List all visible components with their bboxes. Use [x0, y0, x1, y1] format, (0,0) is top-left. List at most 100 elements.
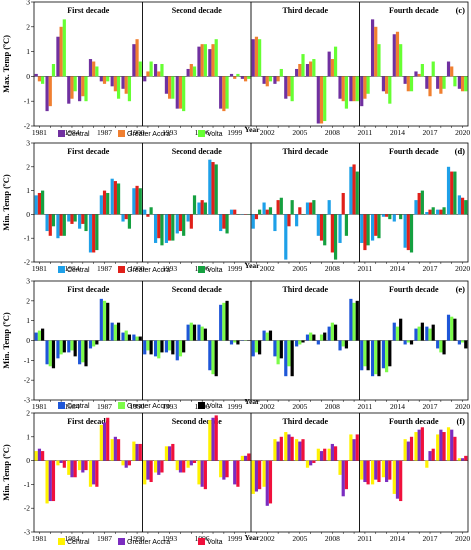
bar-volta-1992: [160, 64, 164, 77]
bar-central-1993: [164, 76, 169, 94]
x-tick-label: 2014: [390, 128, 405, 137]
x-tick-label: 2020: [455, 534, 470, 543]
bar-greater-accra-1988: [113, 76, 117, 92]
bar-central-2014: [392, 214, 396, 222]
bar-greater-accra-2017: [428, 209, 432, 215]
bar-greater-accra-1993: [168, 340, 172, 351]
x-tick-label: 1981: [32, 128, 47, 137]
bar-volta-2014: [399, 318, 403, 341]
bar-central-2011: [360, 340, 364, 371]
bar-greater-accra-2015: [406, 76, 410, 92]
y-tick-label: -2: [24, 258, 30, 267]
legend-swatch-volta: [198, 402, 205, 409]
bar-greater-accra-2016: [417, 73, 421, 77]
bar-volta-2020: [464, 76, 468, 92]
bar-central-2014: [392, 34, 396, 77]
bar-central-1986: [88, 214, 93, 253]
x-tick-label: 2011: [358, 402, 373, 411]
bar-greater-accra-2014: [395, 460, 400, 499]
bar-greater-accra-1989: [124, 76, 128, 94]
bar-greater-accra-2018: [439, 209, 443, 215]
bar-central-2018: [436, 434, 440, 461]
bar-greater-accra-2003: [276, 441, 280, 461]
legend-label: Greater Accra: [127, 539, 170, 546]
bar-central-2006: [305, 334, 310, 341]
bar-greater-accra-2016: [417, 429, 421, 461]
bar-volta-2008: [333, 446, 338, 461]
bar-volta-2001: [258, 460, 262, 490]
bar-central-1982: [45, 340, 49, 365]
bar-greater-accra-1992: [157, 340, 161, 359]
bar-volta-2019: [453, 436, 457, 461]
bar-greater-accra-2008: [330, 322, 334, 341]
bar-greater-accra-2006: [309, 202, 313, 215]
bar-volta-1994: [182, 76, 186, 112]
bar-central-1994: [175, 214, 179, 234]
legend-label: Central: [67, 403, 90, 410]
y-tick-label: -2: [24, 122, 30, 131]
x-tick-label: 1999: [227, 128, 242, 137]
bar-greater-accra-1989: [124, 330, 128, 341]
bar-central-1997: [208, 420, 212, 461]
bar-volta-2007: [323, 214, 327, 246]
bar-volta-1987: [106, 76, 110, 82]
legend-label: Volta: [207, 539, 223, 546]
bar-central-2016: [414, 71, 418, 77]
bar-volta-2002: [268, 460, 273, 504]
decade-label-bg: [382, 146, 445, 157]
decade-label: First decade: [67, 6, 109, 15]
x-tick-label: 2011: [358, 534, 373, 543]
bar-greater-accra-1993: [168, 214, 172, 241]
x-tick-label: 1993: [162, 128, 177, 137]
bar-central-2018: [436, 340, 440, 349]
y-tick-label: 1: [26, 432, 30, 441]
bar-volta-1987: [106, 192, 110, 215]
x-tick-label: 1993: [162, 264, 177, 273]
x-tick-label: 1993: [162, 534, 177, 543]
bar-volta-1991: [149, 460, 153, 483]
x-tick-label: 2002: [260, 128, 275, 137]
bar-greater-accra-1981: [37, 192, 42, 215]
bar-greater-accra-1983: [59, 26, 63, 77]
bar-central-2006: [305, 64, 310, 77]
y-tick-label: 1: [26, 186, 30, 195]
bar-greater-accra-2002: [265, 460, 269, 506]
legend-label: Volta: [207, 403, 223, 410]
bar-central-2018: [436, 76, 440, 89]
bar-central-1992: [153, 460, 158, 473]
panel-label: (d): [455, 146, 466, 156]
bar-central-2006: [305, 202, 310, 215]
bar-central-2018: [436, 209, 440, 215]
bar-volta-1988: [116, 322, 121, 341]
bar-central-1998: [219, 214, 223, 232]
bar-greater-accra-2005: [298, 340, 302, 345]
x-tick-label: 2014: [390, 402, 405, 411]
bar-greater-accra-2015: [406, 214, 410, 251]
legend-swatch-volta: [198, 538, 205, 545]
bar-greater-accra-1994: [178, 460, 183, 473]
x-tick-label: 2014: [390, 264, 405, 273]
bar-central-1992: [153, 340, 158, 357]
bar-greater-accra-1990: [135, 39, 139, 77]
bar-central-2000: [240, 455, 244, 461]
bar-volta-1993: [171, 340, 175, 355]
decade-label-bg: [276, 416, 335, 427]
bar-central-1983: [56, 460, 60, 466]
legend-label: Central: [67, 267, 90, 274]
bar-volta-2014: [399, 214, 403, 220]
bar-central-2009: [338, 76, 342, 99]
bar-volta-1993: [171, 443, 175, 461]
bar-greater-accra-2001: [254, 460, 259, 492]
bar-central-1993: [164, 214, 169, 243]
bar-greater-accra-2019: [450, 66, 454, 77]
bar-greater-accra-2016: [417, 326, 421, 341]
bar-volta-2004: [290, 436, 294, 461]
x-tick-label: 2017: [423, 534, 438, 543]
legend-swatch-greater-accra: [118, 266, 125, 273]
bar-central-1986: [88, 340, 93, 349]
bar-central-2013: [381, 340, 386, 369]
bar-central-2008: [327, 448, 331, 461]
legend-swatch-greater-accra: [118, 538, 125, 545]
bar-central-1990: [132, 441, 136, 461]
